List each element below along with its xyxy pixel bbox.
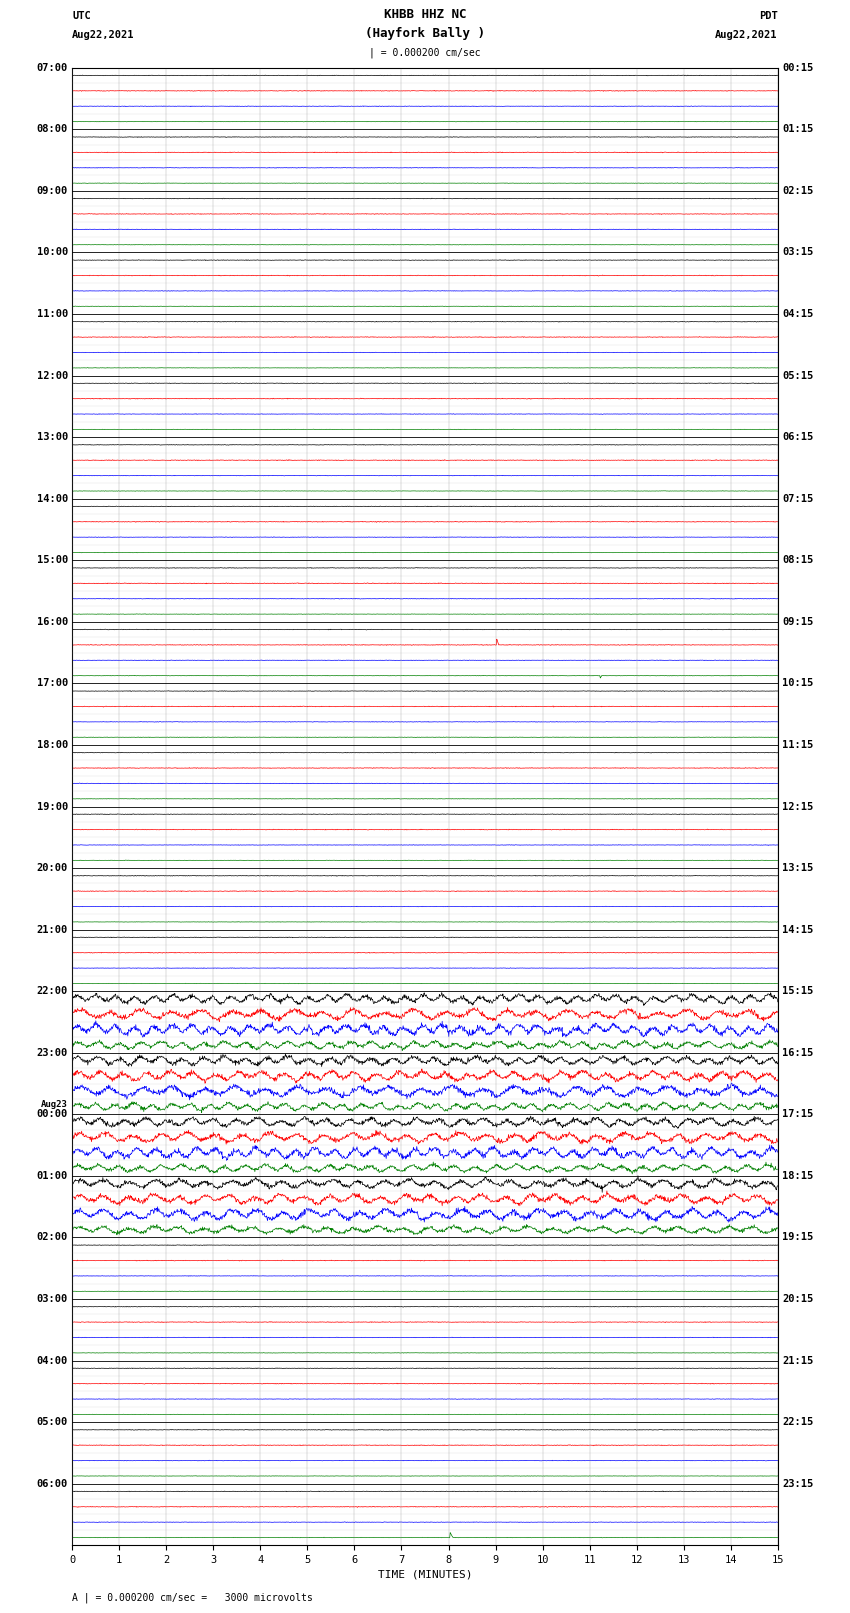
Text: 11:15: 11:15 [782, 740, 813, 750]
Text: 19:15: 19:15 [782, 1232, 813, 1242]
Text: | = 0.000200 cm/sec: | = 0.000200 cm/sec [369, 48, 481, 58]
Text: 00:00: 00:00 [37, 1110, 68, 1119]
Text: Aug23: Aug23 [41, 1100, 68, 1110]
Text: 23:00: 23:00 [37, 1048, 68, 1058]
Text: 20:15: 20:15 [782, 1294, 813, 1303]
Text: UTC: UTC [72, 11, 91, 21]
Text: Aug22,2021: Aug22,2021 [715, 31, 778, 40]
Text: 03:00: 03:00 [37, 1294, 68, 1303]
Text: 18:00: 18:00 [37, 740, 68, 750]
Text: (Hayfork Bally ): (Hayfork Bally ) [365, 27, 485, 40]
Text: 18:15: 18:15 [782, 1171, 813, 1181]
Text: 16:00: 16:00 [37, 616, 68, 627]
Text: 23:15: 23:15 [782, 1479, 813, 1489]
X-axis label: TIME (MINUTES): TIME (MINUTES) [377, 1569, 473, 1579]
Text: 22:00: 22:00 [37, 986, 68, 997]
Text: 14:15: 14:15 [782, 924, 813, 934]
Text: 10:15: 10:15 [782, 679, 813, 689]
Text: 21:00: 21:00 [37, 924, 68, 934]
Text: 03:15: 03:15 [782, 247, 813, 258]
Text: 15:15: 15:15 [782, 986, 813, 997]
Text: 04:00: 04:00 [37, 1355, 68, 1366]
Text: 11:00: 11:00 [37, 310, 68, 319]
Text: 10:00: 10:00 [37, 247, 68, 258]
Text: PDT: PDT [759, 11, 778, 21]
Text: 08:00: 08:00 [37, 124, 68, 134]
Text: 14:00: 14:00 [37, 494, 68, 503]
Text: A | = 0.000200 cm/sec =   3000 microvolts: A | = 0.000200 cm/sec = 3000 microvolts [72, 1592, 313, 1603]
Text: 19:00: 19:00 [37, 802, 68, 811]
Text: 05:00: 05:00 [37, 1418, 68, 1428]
Text: 15:00: 15:00 [37, 555, 68, 565]
Text: 05:15: 05:15 [782, 371, 813, 381]
Text: 12:15: 12:15 [782, 802, 813, 811]
Text: 20:00: 20:00 [37, 863, 68, 873]
Text: 01:15: 01:15 [782, 124, 813, 134]
Text: 00:15: 00:15 [782, 63, 813, 73]
Text: 13:00: 13:00 [37, 432, 68, 442]
Text: Aug22,2021: Aug22,2021 [72, 31, 135, 40]
Text: 22:15: 22:15 [782, 1418, 813, 1428]
Text: 06:15: 06:15 [782, 432, 813, 442]
Text: 07:15: 07:15 [782, 494, 813, 503]
Text: 12:00: 12:00 [37, 371, 68, 381]
Text: 21:15: 21:15 [782, 1355, 813, 1366]
Text: 01:00: 01:00 [37, 1171, 68, 1181]
Text: 16:15: 16:15 [782, 1048, 813, 1058]
Text: 02:15: 02:15 [782, 185, 813, 195]
Text: 17:00: 17:00 [37, 679, 68, 689]
Text: 13:15: 13:15 [782, 863, 813, 873]
Text: 02:00: 02:00 [37, 1232, 68, 1242]
Text: 07:00: 07:00 [37, 63, 68, 73]
Text: 04:15: 04:15 [782, 310, 813, 319]
Text: 09:00: 09:00 [37, 185, 68, 195]
Text: KHBB HHZ NC: KHBB HHZ NC [383, 8, 467, 21]
Text: 06:00: 06:00 [37, 1479, 68, 1489]
Text: 09:15: 09:15 [782, 616, 813, 627]
Text: 08:15: 08:15 [782, 555, 813, 565]
Text: 17:15: 17:15 [782, 1110, 813, 1119]
